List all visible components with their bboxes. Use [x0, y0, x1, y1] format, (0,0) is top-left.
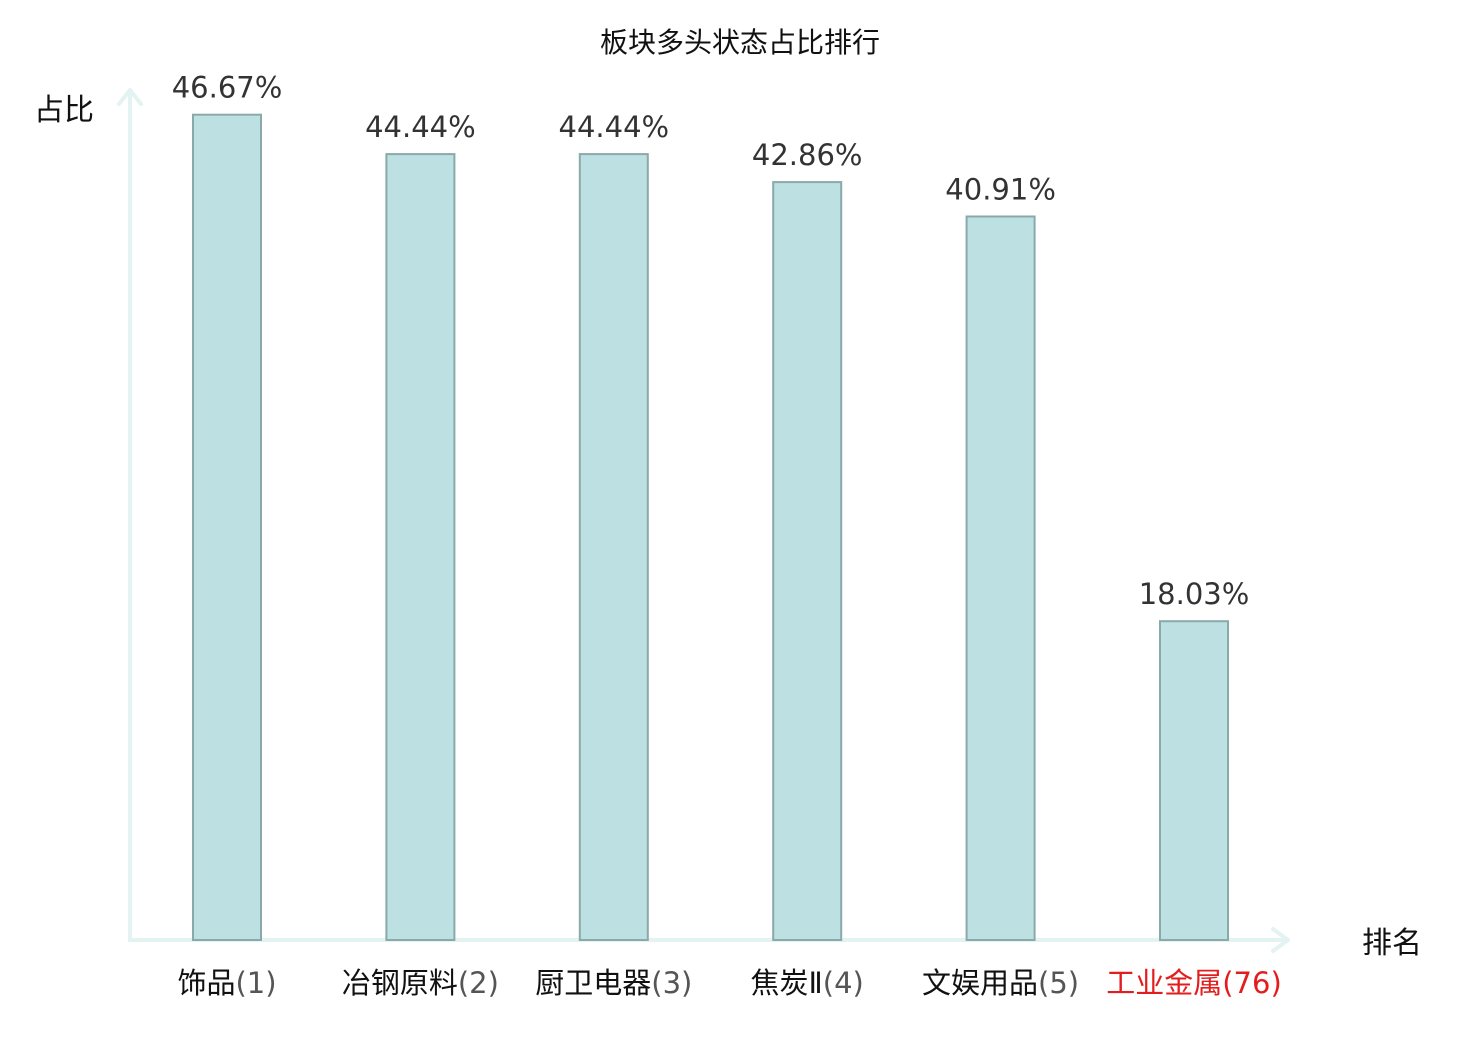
category-name: 冶钢原料 — [342, 966, 458, 1000]
bar-value-label: 44.44% — [365, 110, 476, 144]
x-axis — [128, 927, 1290, 953]
bar — [1159, 620, 1229, 941]
category-labels: 饰品(1) 冶钢原料(2) 厨卫电器(3) 焦炭Ⅱ(4) 文娱用品(5) 工业金属(76) — [177, 966, 1281, 1000]
category-rank: (2) — [458, 966, 499, 1000]
value-labels: 46.67% 44.44% 44.44% 42.86% 40.91% 18.03% — [172, 71, 1250, 612]
category-rank: (1) — [235, 966, 276, 1000]
bar-value-label: 42.86% — [752, 138, 863, 172]
category-label: 冶钢原料(2) — [342, 966, 499, 1000]
y-axis — [117, 88, 143, 940]
category-name: 饰品 — [177, 966, 235, 1000]
category-rank: (3) — [651, 966, 692, 1000]
bar — [965, 215, 1036, 941]
category-rank: (76) — [1222, 966, 1282, 1000]
category-label: 饰品(1) — [177, 966, 276, 1000]
category-label: 焦炭Ⅱ(4) — [751, 966, 864, 1000]
category-label: 文娱用品(5) — [922, 966, 1079, 1000]
bar-value-label: 46.67% — [172, 71, 283, 105]
x-axis-label: 排名 — [1362, 926, 1422, 961]
category-name: 厨卫电器 — [535, 966, 651, 1000]
category-name: 焦炭Ⅱ — [751, 966, 823, 1000]
category-rank: (4) — [823, 966, 864, 1000]
category-rank: (5) — [1038, 966, 1079, 1000]
bar — [385, 153, 456, 942]
bar — [772, 181, 843, 942]
bar-value-label: 18.03% — [1139, 577, 1250, 611]
bar-value-label: 44.44% — [559, 110, 670, 144]
bar — [578, 153, 649, 942]
bars — [192, 113, 1229, 942]
category-label: 工业金属(76) — [1106, 966, 1282, 1000]
chart-title: 板块多头状态占比排行 — [600, 26, 880, 59]
category-name: 工业金属 — [1106, 966, 1222, 1000]
bar — [192, 113, 262, 941]
category-label: 厨卫电器(3) — [535, 966, 692, 1000]
bar-value-label: 40.91% — [945, 173, 1056, 207]
category-name: 文娱用品 — [922, 966, 1038, 1000]
y-axis-label: 占比 — [34, 93, 94, 128]
